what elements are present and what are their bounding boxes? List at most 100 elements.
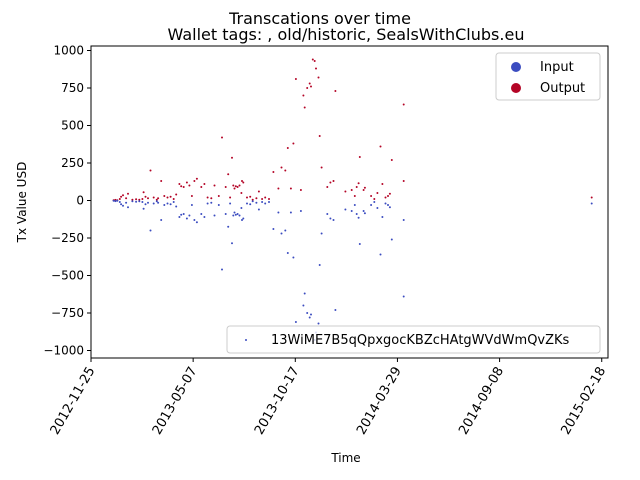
data-point bbox=[142, 207, 145, 210]
data-point bbox=[390, 238, 393, 241]
data-point bbox=[308, 82, 311, 85]
data-point bbox=[362, 210, 365, 212]
legend-top-right-frame bbox=[495, 52, 601, 101]
data-point bbox=[213, 214, 216, 217]
data-point bbox=[302, 94, 305, 97]
data-point bbox=[289, 211, 292, 214]
data-point bbox=[169, 195, 172, 198]
data-point bbox=[172, 198, 175, 200]
y-tick-label: 500 bbox=[61, 119, 84, 133]
data-point bbox=[384, 196, 387, 199]
data-point bbox=[318, 135, 321, 137]
data-point bbox=[195, 177, 198, 180]
data-point bbox=[118, 198, 121, 200]
data-point bbox=[206, 196, 209, 199]
data-point bbox=[344, 208, 347, 211]
data-point bbox=[292, 142, 295, 145]
data-point bbox=[221, 136, 223, 139]
data-point bbox=[120, 203, 123, 206]
data-point bbox=[344, 190, 347, 193]
data-point bbox=[251, 200, 254, 203]
plot-area-frame bbox=[90, 45, 609, 359]
data-point bbox=[373, 198, 376, 200]
data-point bbox=[200, 186, 203, 188]
data-point bbox=[284, 229, 287, 232]
data-point bbox=[217, 204, 220, 206]
data-point bbox=[122, 204, 124, 207]
data-point bbox=[306, 312, 309, 314]
data-point bbox=[388, 192, 391, 195]
data-point bbox=[210, 197, 213, 200]
data-point bbox=[241, 180, 243, 182]
data-point bbox=[280, 166, 283, 169]
data-point bbox=[387, 195, 389, 197]
data-point bbox=[178, 183, 181, 185]
data-point bbox=[326, 186, 329, 188]
y-tick-label: −500 bbox=[51, 269, 84, 283]
data-point bbox=[332, 219, 335, 221]
legend-input-label: Input bbox=[540, 60, 574, 75]
data-point bbox=[289, 187, 292, 190]
data-point bbox=[231, 156, 233, 159]
data-point bbox=[190, 204, 193, 206]
data-point bbox=[233, 211, 236, 214]
data-point bbox=[302, 304, 305, 307]
data-point bbox=[357, 182, 360, 185]
data-point bbox=[249, 203, 252, 206]
data-point bbox=[185, 217, 188, 220]
data-point bbox=[234, 213, 237, 216]
data-point bbox=[232, 214, 235, 217]
data-point bbox=[350, 189, 353, 191]
data-point bbox=[373, 201, 376, 203]
data-point bbox=[286, 147, 289, 149]
data-point bbox=[227, 225, 230, 228]
legend-output-marker bbox=[511, 83, 521, 93]
data-point bbox=[326, 213, 329, 215]
data-point bbox=[363, 186, 366, 189]
data-point bbox=[135, 200, 138, 203]
series-output bbox=[112, 58, 593, 202]
data-point bbox=[257, 190, 260, 193]
data-point bbox=[163, 204, 166, 206]
y-axis: −1000 −750 −500 −250 0 250 500 750 1000 bbox=[43, 44, 91, 358]
data-point bbox=[221, 268, 223, 271]
data-point bbox=[131, 200, 134, 203]
data-point bbox=[157, 197, 160, 200]
data-point bbox=[135, 198, 138, 201]
data-point bbox=[122, 194, 124, 197]
data-point bbox=[242, 217, 245, 220]
data-point bbox=[286, 252, 289, 254]
x-axis-label: Time bbox=[330, 451, 360, 465]
data-point bbox=[125, 201, 128, 204]
data-point bbox=[246, 202, 248, 205]
data-point bbox=[357, 216, 360, 219]
data-point bbox=[376, 192, 379, 194]
data-point bbox=[320, 232, 323, 235]
y-tick-label: 250 bbox=[61, 156, 84, 170]
data-point bbox=[268, 201, 270, 203]
data-point bbox=[152, 202, 155, 205]
data-point bbox=[329, 217, 332, 220]
data-point bbox=[381, 216, 384, 218]
data-point bbox=[141, 198, 144, 200]
data-point bbox=[175, 205, 178, 208]
data-point bbox=[590, 196, 593, 199]
data-point bbox=[251, 198, 254, 201]
data-point bbox=[315, 67, 317, 70]
series-input bbox=[112, 199, 593, 343]
data-point bbox=[231, 242, 233, 245]
data-point bbox=[232, 184, 235, 187]
data-point bbox=[388, 206, 391, 209]
data-point bbox=[264, 202, 267, 205]
data-point bbox=[203, 216, 206, 218]
data-point bbox=[210, 201, 213, 204]
data-point bbox=[402, 219, 405, 221]
data-point bbox=[144, 195, 147, 198]
data-point bbox=[379, 253, 382, 256]
data-point bbox=[362, 189, 365, 191]
data-point bbox=[193, 219, 196, 221]
data-point bbox=[125, 197, 128, 200]
data-point bbox=[268, 198, 270, 200]
y-tick-label: −250 bbox=[51, 231, 84, 245]
legend-bottom-right-frame bbox=[226, 325, 601, 354]
